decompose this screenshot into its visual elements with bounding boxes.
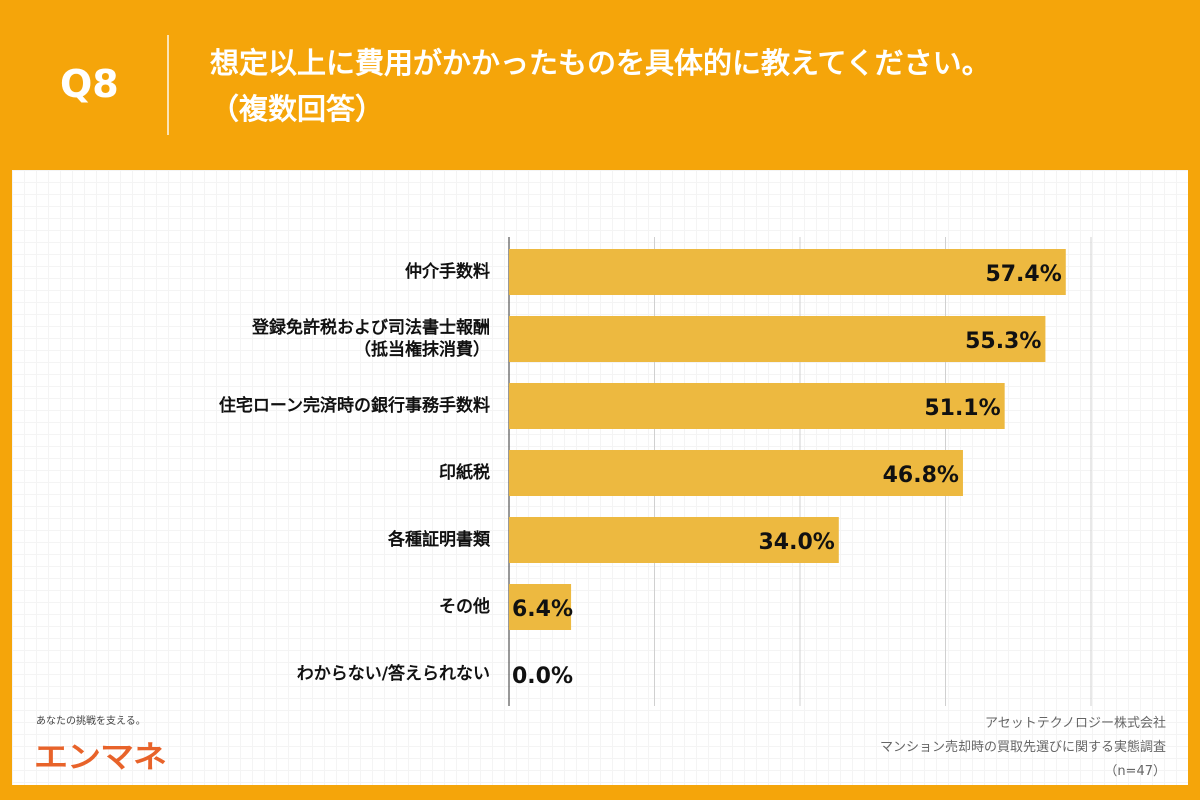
bar — [509, 450, 963, 496]
bar — [509, 517, 839, 563]
value-label: 0.0% — [512, 664, 573, 689]
bar — [509, 584, 572, 630]
category-label: その他 — [439, 597, 490, 617]
category-label: わからない/答えられない — [296, 664, 490, 684]
tagline: あなたの挑戦を支える。 — [36, 716, 146, 727]
source-survey: マンション売却時の買取先選びに関する実態調査 — [879, 740, 1166, 755]
divider — [167, 35, 169, 135]
value-label: 57.4% — [985, 262, 1061, 287]
logo: エンマネ — [34, 739, 167, 776]
bar — [509, 249, 1066, 295]
category-label: 印紙税 — [439, 463, 490, 483]
category-label: 各種証明書類 — [388, 530, 490, 550]
title-line1: 想定以上に費用がかかったものを具体的に教えてください。 — [210, 46, 991, 80]
value-label: 6.4% — [512, 597, 573, 622]
value-label: 46.8% — [883, 463, 959, 488]
chart-title: 想定以上に費用がかかったものを具体的に教えてください。 （複数回答） — [210, 40, 1170, 132]
value-label: 55.3% — [965, 329, 1041, 354]
bar — [509, 383, 1005, 429]
source-company: アセットテクノロジー株式会社 — [985, 716, 1166, 731]
title-line2: （複数回答） — [210, 92, 385, 126]
value-label: 51.1% — [924, 396, 1000, 421]
category-label: 登録免許税および司法書士報酬 （抵当権抹消費） — [252, 318, 490, 360]
question-number: Q8 — [60, 62, 119, 106]
sample-size: （n=47） — [1104, 764, 1166, 779]
category-label: 住宅ローン完済時の銀行事務手数料 — [218, 396, 490, 416]
bar — [509, 316, 1046, 362]
category-label: 仲介手数料 — [405, 262, 490, 282]
value-label: 34.0% — [758, 530, 834, 555]
